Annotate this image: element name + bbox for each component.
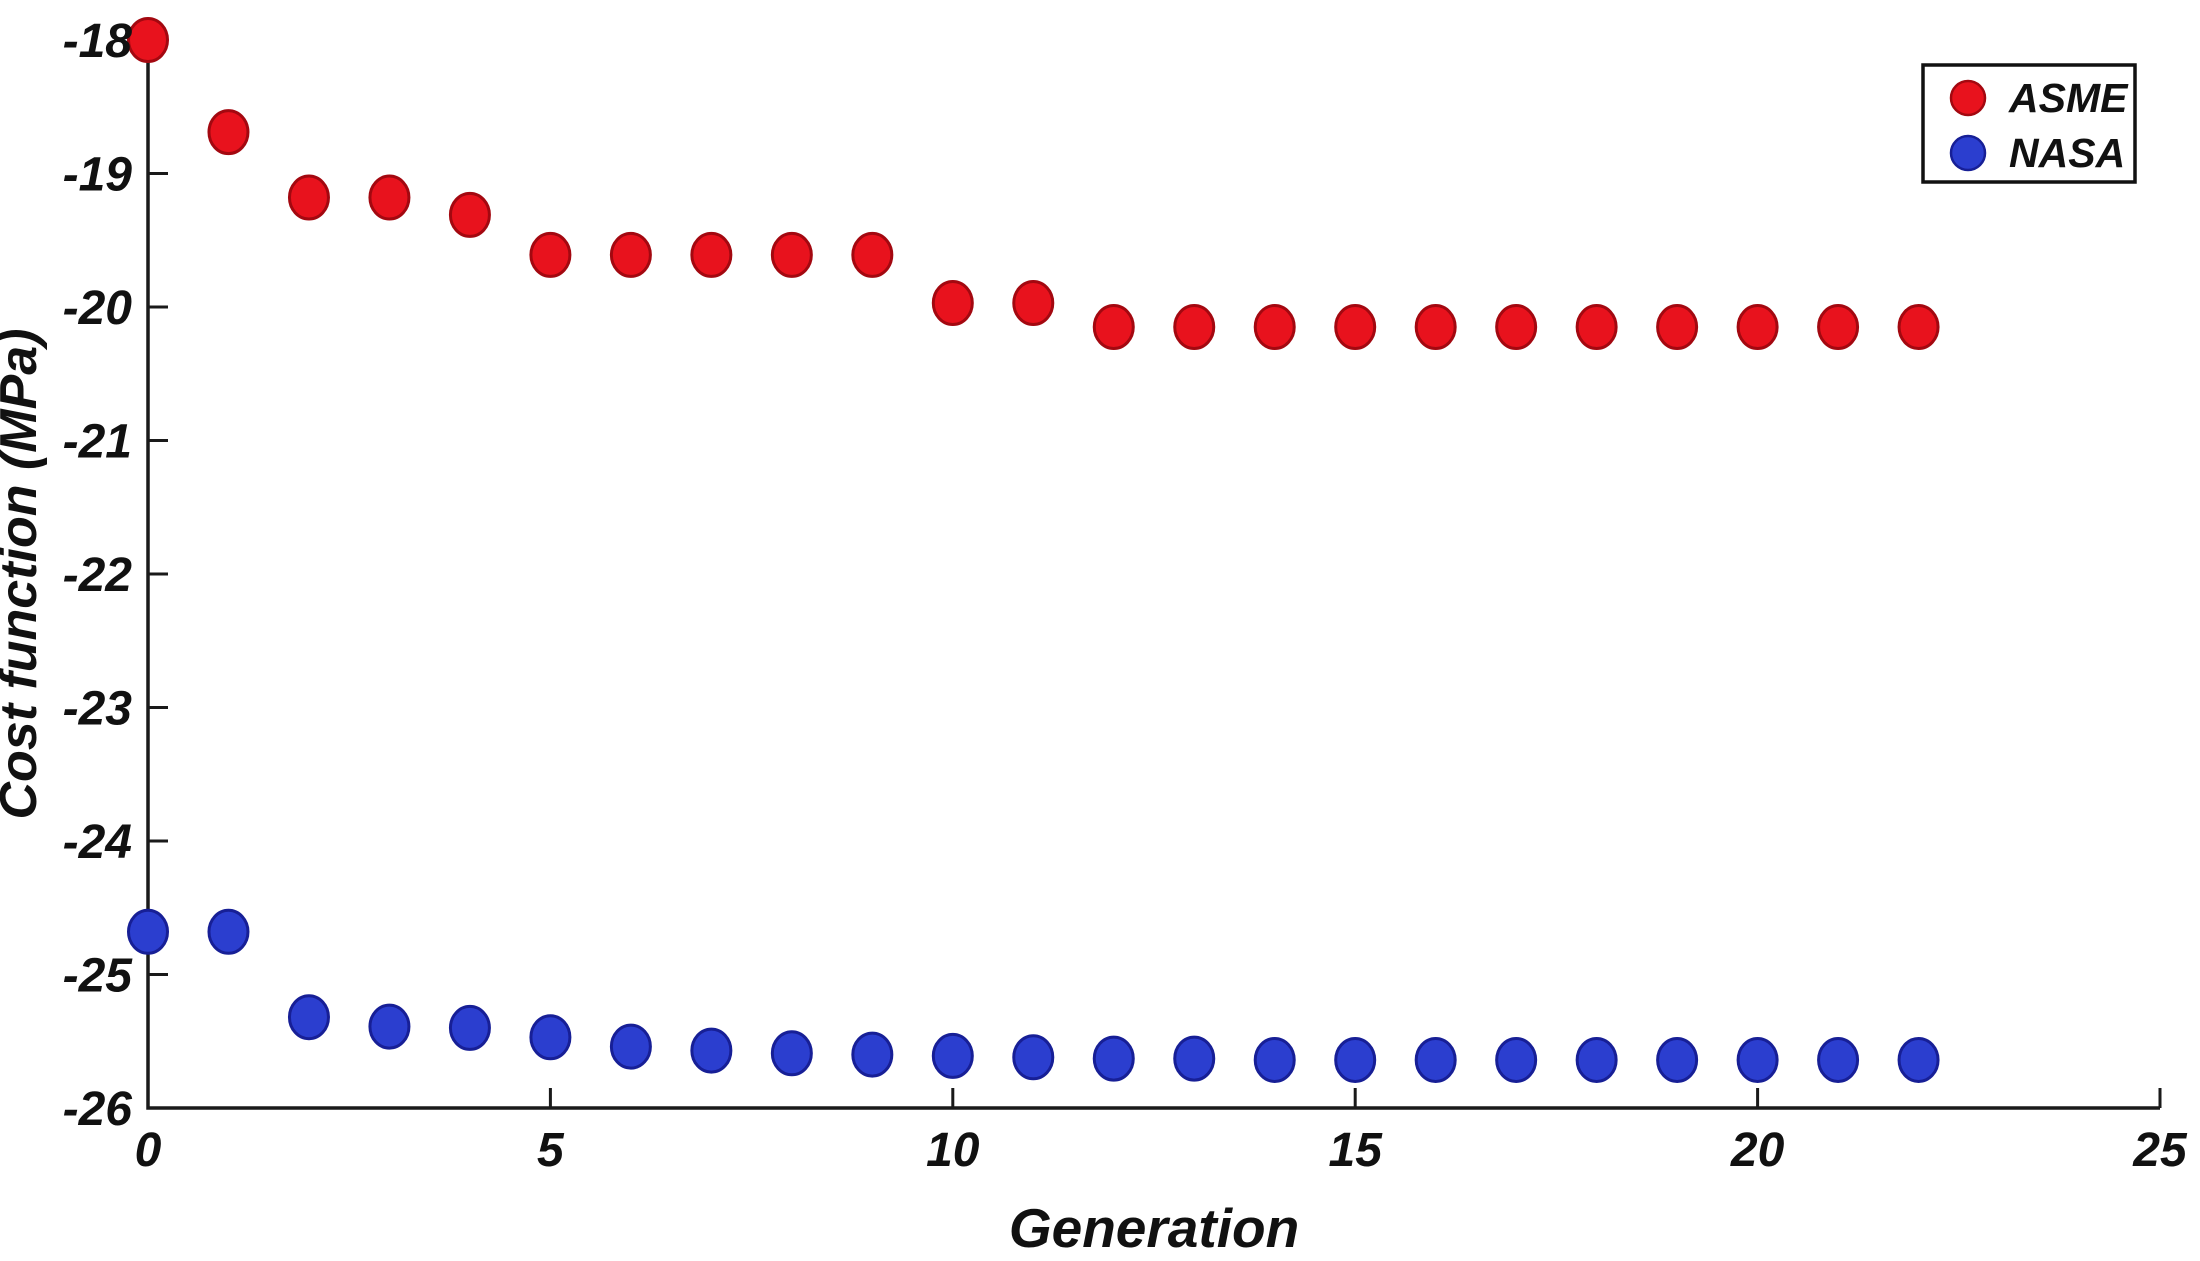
x-tick-label: 15 [1329, 1124, 1384, 1177]
data-point-nasa [1736, 1036, 1779, 1083]
y-tick-label: -23 [63, 683, 133, 736]
legend-marker-nasa [1949, 134, 1987, 172]
x-tick-label: 0 [135, 1124, 162, 1177]
data-point-nasa [368, 1003, 411, 1050]
axes [146, 38, 2162, 1110]
data-point-nasa [448, 1004, 491, 1051]
data-point-nasa [770, 1030, 813, 1077]
y-tick-label: -20 [63, 282, 133, 335]
legend-label-nasa: NASA [2009, 130, 2125, 176]
data-point-nasa [1656, 1036, 1699, 1083]
data-point-nasa [931, 1032, 974, 1079]
y-tick-label: -24 [63, 816, 132, 869]
data-point-asme [1495, 304, 1538, 351]
data-point-nasa [287, 994, 330, 1041]
data-point-asme [1736, 304, 1779, 351]
data-point-nasa [529, 1014, 572, 1061]
data-points [127, 17, 1940, 1083]
data-point-nasa [127, 908, 169, 955]
data-point-nasa [1334, 1036, 1377, 1083]
data-point-asme [529, 231, 572, 278]
legend: ASME NASA [1921, 63, 2137, 184]
data-point-nasa [1575, 1036, 1618, 1083]
axis-labels: -18 -19 -20 -21 -22 -23 -24 -25 -260 5 10 15 20 25 Gen… [0, 15, 2188, 1259]
x-tick-label: 10 [926, 1124, 980, 1177]
data-point-nasa [1173, 1035, 1216, 1082]
y-tick-label: -22 [63, 549, 133, 602]
data-point-asme [1414, 304, 1457, 351]
data-point-asme [448, 191, 491, 238]
data-point-nasa [1253, 1036, 1296, 1083]
x-tick-label: 5 [537, 1124, 565, 1177]
data-point-asme [1575, 304, 1618, 351]
data-point-asme [1897, 304, 1940, 351]
y-tick-label: -21 [63, 416, 132, 469]
data-point-asme [931, 279, 974, 326]
axis-lines [146, 40, 2160, 1110]
legend-label-asme: ASME [2008, 75, 2129, 121]
data-point-nasa [207, 908, 250, 955]
data-point-asme [770, 231, 813, 278]
data-point-asme [1334, 304, 1377, 351]
data-point-nasa [1414, 1036, 1457, 1083]
x-tick-label: 25 [2132, 1124, 2188, 1177]
legend-marker-asme [1949, 79, 1987, 117]
data-point-nasa [609, 1023, 652, 1070]
data-point-nasa [1897, 1036, 1940, 1083]
data-point-asme [1656, 304, 1699, 351]
data-point-asme [1253, 304, 1296, 351]
y-tick-label: -25 [63, 950, 134, 1003]
data-point-nasa [1817, 1036, 1860, 1083]
data-point-asme [127, 17, 169, 63]
data-point-nasa [851, 1031, 894, 1078]
data-point-nasa [1495, 1036, 1538, 1083]
data-point-asme [1092, 304, 1135, 351]
data-point-nasa [690, 1027, 733, 1074]
y-axis-title: Cost function (MPa) [0, 328, 48, 819]
data-point-asme [1817, 304, 1860, 351]
data-point-asme [368, 174, 411, 221]
data-point-asme [851, 231, 894, 278]
y-tick-label: -18 [63, 15, 133, 68]
data-point-asme [609, 231, 652, 278]
data-point-asme [1012, 279, 1055, 326]
data-point-nasa [1092, 1035, 1135, 1082]
x-tick-label: 20 [1730, 1124, 1785, 1177]
y-tick-label: -19 [63, 149, 133, 202]
data-point-asme [1173, 304, 1216, 351]
data-point-nasa [1012, 1034, 1055, 1081]
y-tick-label: -26 [63, 1083, 133, 1136]
x-axis-title: Generation [1009, 1197, 1299, 1259]
data-point-asme [690, 231, 733, 278]
data-point-asme [287, 174, 330, 221]
data-point-asme [207, 109, 250, 156]
